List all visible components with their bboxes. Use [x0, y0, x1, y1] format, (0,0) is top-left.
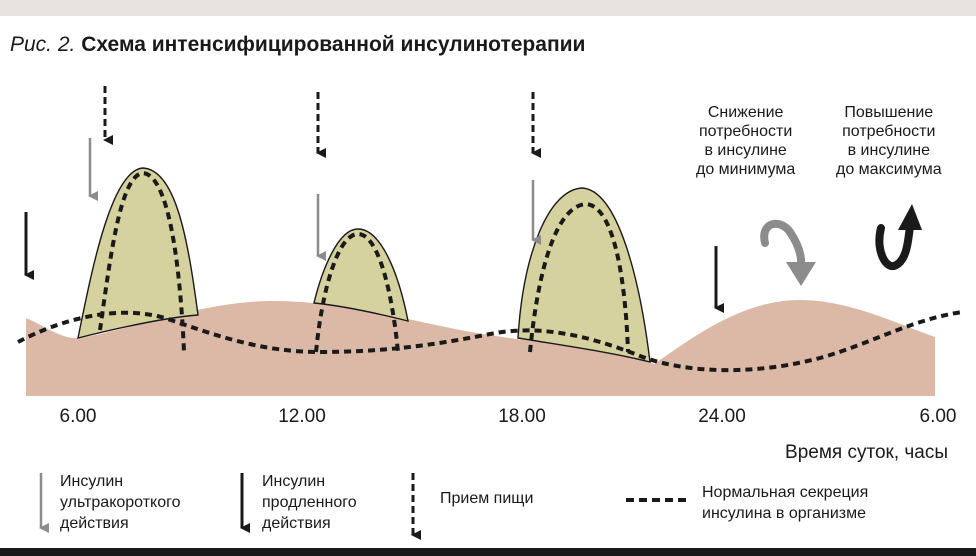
prolonged-insulin-area [26, 300, 935, 396]
legend-ultrashort-label: Инсулин ультракороткого действия [60, 473, 181, 532]
bolus-2-dashed [314, 231, 400, 353]
bolus-1-dashed [98, 170, 186, 353]
bottom-strip [0, 548, 976, 556]
legend-normal-label: Нормальная секреция инсулина в организме [702, 484, 869, 522]
x-tick-label: 24.00 [698, 406, 746, 427]
normal-secretion-curve [17, 310, 963, 373]
x-tick-label: 12.00 [278, 406, 326, 427]
top-strip [0, 0, 976, 16]
figure-title: Рис. 2. Схема интенсифицированной инсули… [10, 33, 585, 57]
bolus-3-dashed [528, 201, 630, 353]
annotation-increase: Повышение потребности в инсулине до макс… [836, 104, 942, 178]
x-tick-label: 6.00 [59, 406, 97, 427]
figure-label: Рис. 2. [10, 33, 76, 56]
x-axis-label: Время суток, часы [785, 442, 948, 463]
x-tick-label: 18.00 [498, 406, 546, 427]
legend-meal-label: Прием пищи [440, 490, 534, 507]
x-tick-label: 6.00 [919, 406, 957, 427]
annotation-decrease: Снижение потребности в инсулине до миним… [696, 104, 796, 178]
increase-curved-arrow [875, 204, 922, 270]
figure-name: Схема интенсифицированной инсулинотерапи… [81, 33, 586, 56]
legend-prolonged-label: Инсулин продленного действия [262, 473, 357, 532]
ultrashort-bolus-1 [77, 167, 199, 339]
ultrashort-bolus-3 [517, 187, 651, 363]
decrease-curved-arrow [760, 219, 816, 286]
